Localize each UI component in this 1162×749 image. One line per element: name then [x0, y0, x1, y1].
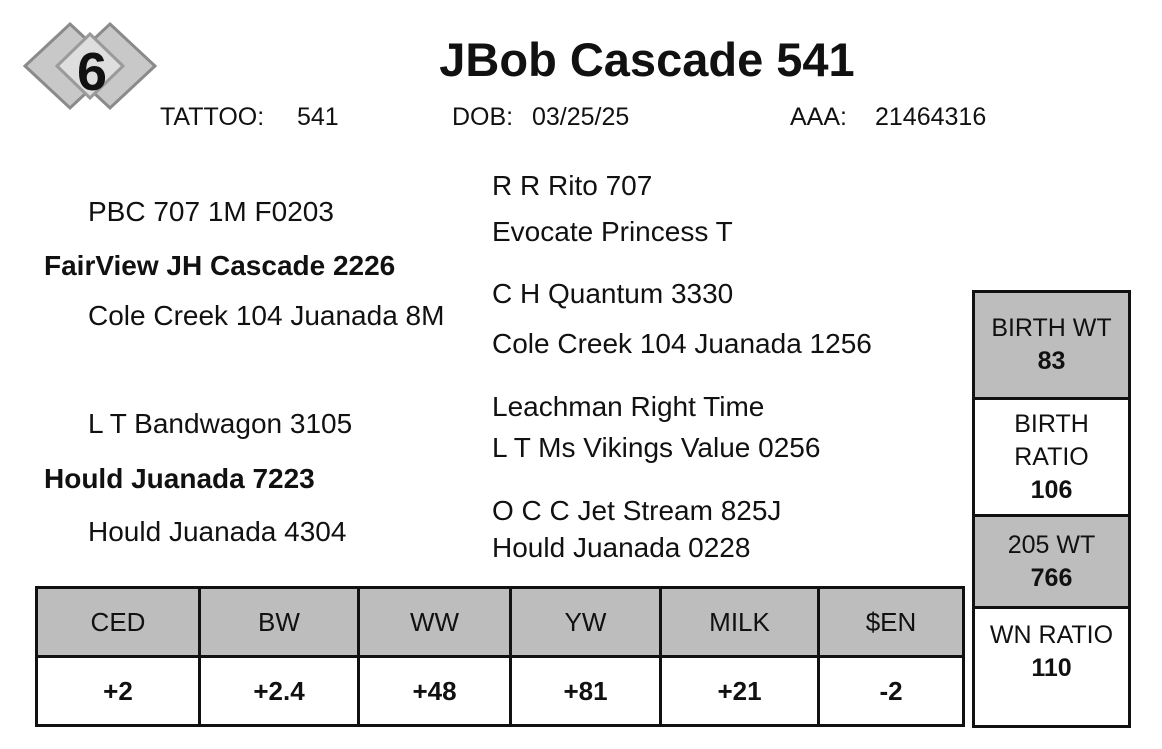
epd-value: +2.4: [198, 655, 360, 727]
epd-header: WW: [357, 586, 512, 658]
epd-header: YW: [509, 586, 662, 658]
pedigree-name: L T Bandwagon 3105: [88, 408, 353, 439]
id-value: 03/25/25: [532, 103, 630, 131]
performance-value: 83: [1037, 347, 1066, 375]
lot-badge: 6: [22, 21, 158, 111]
badge-diamond: [54, 31, 126, 101]
performance-label: BIRTH RATIO: [1014, 409, 1089, 471]
epd-header-row: CED BW WW YW MILK $EN: [35, 586, 965, 658]
id-value: 21464316: [875, 103, 987, 131]
epd-value: +21: [659, 655, 820, 727]
epd-value-row: +2 +2.4 +48 +81 +21 -2: [35, 655, 965, 727]
performance-label: 205 WT: [1007, 530, 1096, 559]
performance-cell: 205 WT 766: [972, 514, 1131, 609]
pedigree-name: C H Quantum 3330: [492, 278, 734, 309]
epd-header: MILK: [659, 586, 820, 658]
pedigree-name: O C C Jet Stream 825J: [492, 495, 782, 526]
id-value: 541: [297, 103, 339, 131]
performance-value: 110: [1031, 654, 1072, 682]
performance-cell: BIRTH WT 83: [972, 290, 1131, 400]
pedigree-name: Cole Creek 104 Juanada 1256: [492, 328, 872, 359]
pedigree-name: R R Rito 707: [492, 170, 653, 201]
pedigree-name: Hould Juanada 4304: [88, 516, 347, 547]
pedigree-name: Leachman Right Time: [492, 391, 765, 422]
epd-table: CED BW WW YW MILK $EN +2 +2.4 +48 +81 +2…: [35, 586, 965, 727]
epd-header: $EN: [817, 586, 965, 658]
epd-value: +81: [509, 655, 662, 727]
performance-table: BIRTH WT 83 BIRTH RATIO 106 205 WT 766 WN R…: [972, 290, 1131, 728]
id-label: TATTOO:: [160, 103, 265, 131]
performance-cell: BIRTH RATIO 106: [972, 397, 1131, 517]
pedigree-name: Hould Juanada 0228: [492, 532, 751, 563]
id-label: AAA:: [790, 103, 847, 131]
pedigree-name: Evocate Princess T: [492, 216, 733, 247]
performance-value: 766: [1030, 563, 1073, 592]
pedigree-name: PBC 707 1M F0203: [88, 196, 334, 227]
performance-label: WN RATIO: [989, 621, 1114, 649]
epd-value: +48: [357, 655, 512, 727]
epd-value: -2: [817, 655, 965, 727]
performance-label: BIRTH WT: [991, 314, 1112, 342]
epd-value: +2: [35, 655, 201, 727]
performance-value: 106: [1030, 475, 1073, 504]
sire-name: FairView JH Cascade 2226: [44, 250, 396, 281]
performance-cell: WN RATIO 110: [972, 606, 1131, 728]
animal-name: JBob Cascade 541: [439, 33, 855, 86]
dam-name: Hould Juanada 7223: [44, 463, 315, 494]
pedigree-name: Cole Creek 104 Juanada 8M: [88, 300, 445, 331]
id-label: DOB:: [452, 103, 514, 131]
lot-number: 6: [77, 42, 107, 102]
epd-header: CED: [35, 586, 201, 658]
pedigree-name: L T Ms Vikings Value 0256: [492, 432, 821, 463]
epd-header: BW: [198, 586, 360, 658]
